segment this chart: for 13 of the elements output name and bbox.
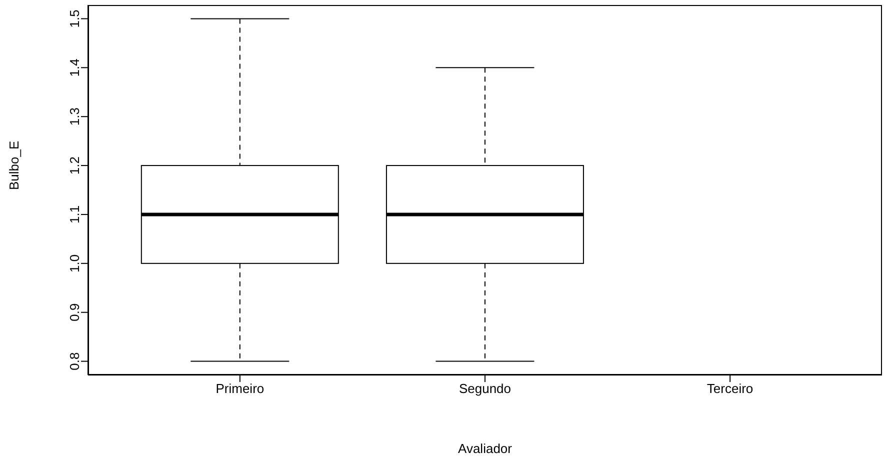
y-tick-label: 0.8 xyxy=(67,352,82,370)
y-tick-label: 0.9 xyxy=(67,303,82,322)
y-tick-label: 1.1 xyxy=(67,205,82,224)
y-tick-label: 1.2 xyxy=(67,156,82,175)
y-axis-title: Bulbo_E xyxy=(6,140,22,190)
x-axis-title: Avaliador xyxy=(458,441,513,456)
y-tick-label: 1.5 xyxy=(67,10,82,28)
x-tick-label: Primeiro xyxy=(216,381,264,396)
x-tick-label: Terceiro xyxy=(706,381,754,396)
y-tick-label: 1.0 xyxy=(67,254,82,272)
y-tick-label: 1.4 xyxy=(67,58,82,77)
x-tick-label: Segundo xyxy=(458,381,512,396)
y-tick-label: 1.3 xyxy=(67,108,82,126)
